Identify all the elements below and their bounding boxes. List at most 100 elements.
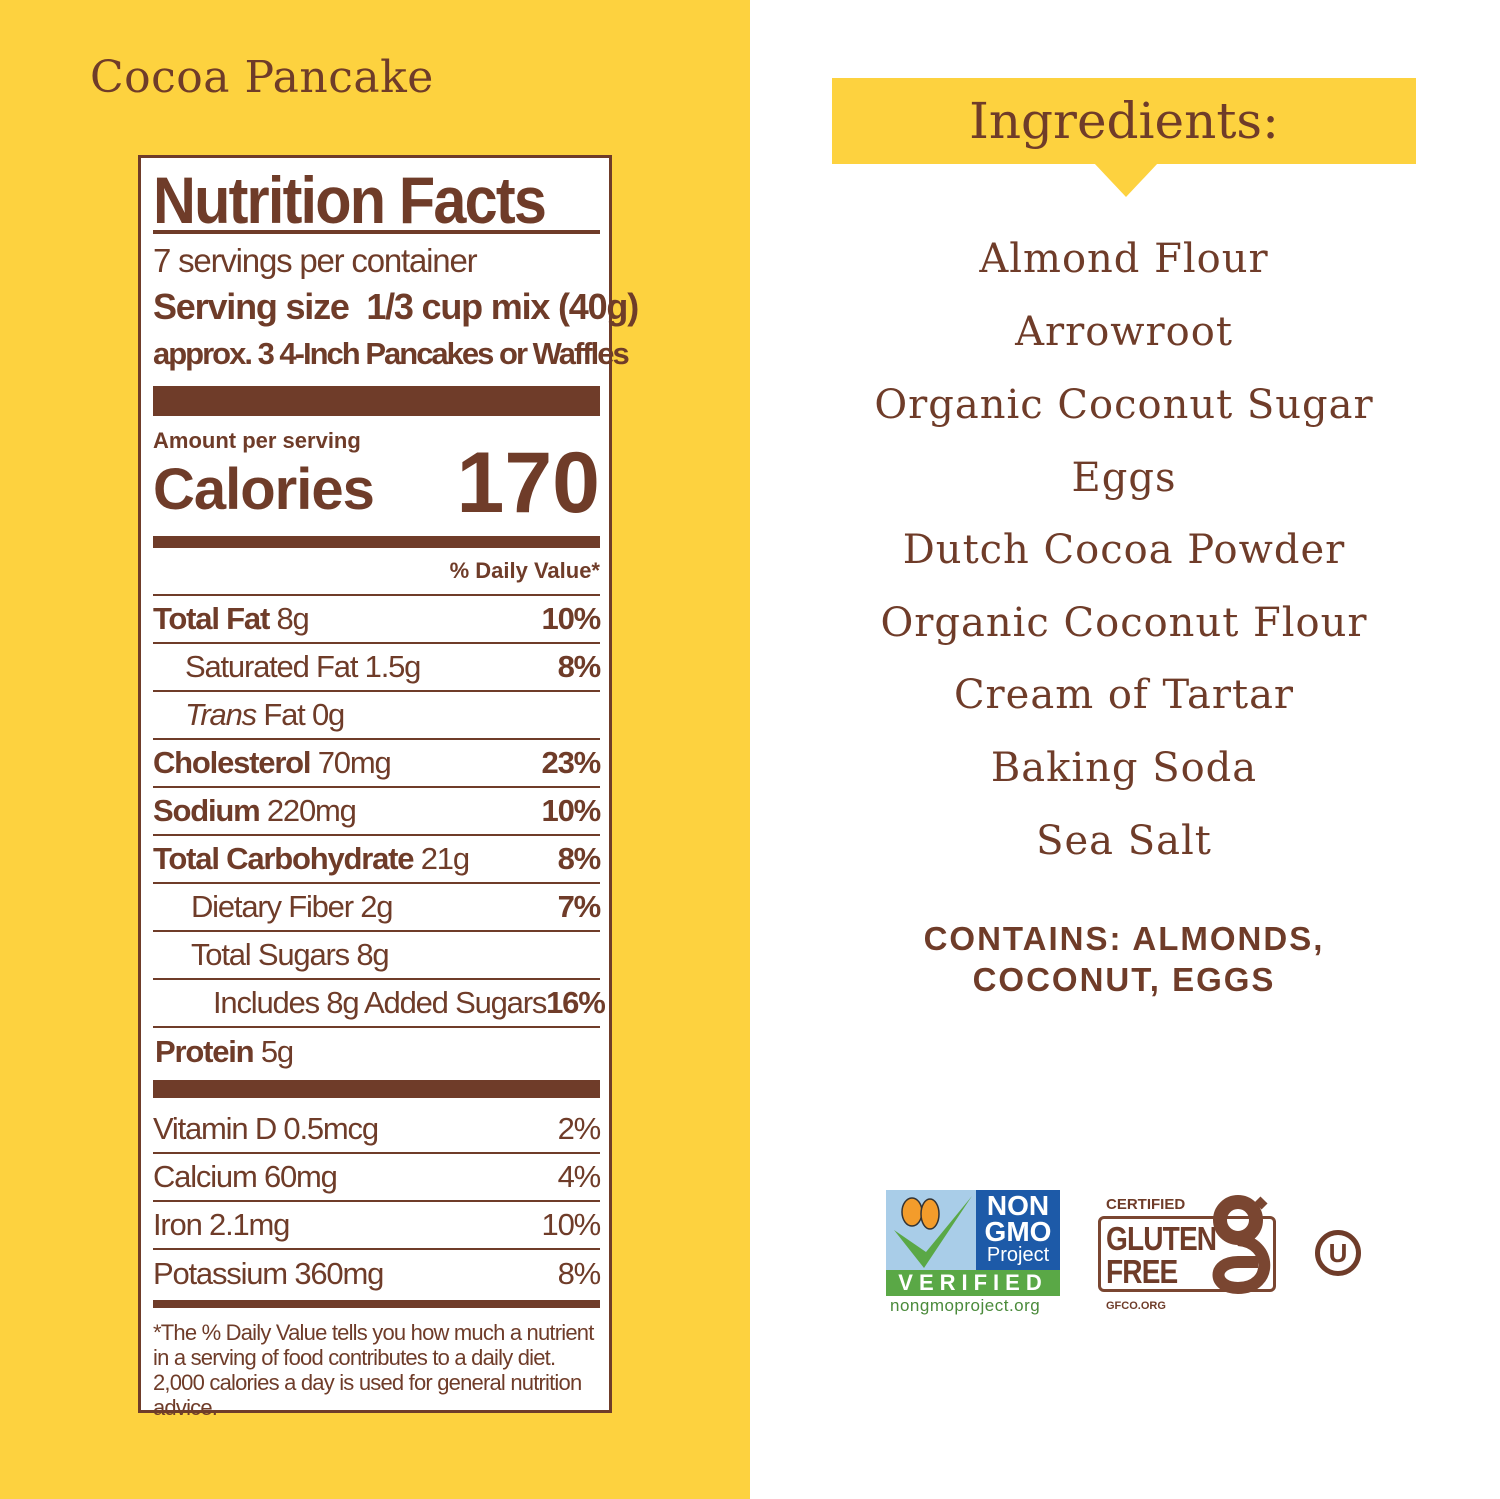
nutrient-amount: 5g <box>260 1034 294 1069</box>
butterfly-checkmark-icon <box>894 1196 972 1268</box>
vitamin-name: Iron 2.1mg <box>153 1207 290 1242</box>
thick-divider <box>153 536 600 548</box>
vitamin-dv: 2% <box>557 1111 602 1146</box>
nutrient-name: Cholesterol <box>153 745 312 780</box>
logo-text: NON GMO Project <box>976 1190 1060 1270</box>
ingredients-title: Ingredients: <box>832 78 1416 164</box>
ingredient-item: Arrowroot <box>1015 309 1233 355</box>
nutrient-dv: 23% <box>541 745 602 780</box>
vitamin-dv: 8% <box>557 1256 602 1291</box>
non-gmo-verified-logo: NON GMO Project VERIFIED <box>886 1190 1060 1296</box>
vitamin-dv: 10% <box>541 1207 602 1242</box>
ingredient-item: Organic Coconut Flour <box>880 600 1368 646</box>
nutrient-name: Total Sugars <box>191 937 350 972</box>
ingredient-item: Eggs <box>1071 455 1177 501</box>
logo-line: GMO <box>984 1216 1052 1247</box>
nutrient-amount: 21g <box>420 841 470 876</box>
nutrient-dv: 8% <box>557 841 602 876</box>
g-emblem-icon <box>1212 1195 1271 1295</box>
thick-divider <box>153 1300 600 1308</box>
certified-text: CERTIFIED <box>1106 1196 1186 1213</box>
footnote: *The % Daily Value tells you how much a … <box>153 1320 594 1420</box>
nutrient-dv: 10% <box>541 793 602 828</box>
divider <box>153 594 600 596</box>
ingredient-item: Dutch Cocoa Powder <box>902 527 1346 573</box>
calories-label: Calories <box>153 457 375 522</box>
nutrient-row-total-fat: Total Fat 8g 10% <box>153 596 602 644</box>
yellow-panel: Cocoa Pancake Nutrition Facts 7 servings… <box>0 0 750 1499</box>
ingredient-item: Sea Salt <box>1036 818 1212 864</box>
vitamin-name: Calcium 60mg <box>153 1159 338 1194</box>
calories-value: 170 <box>456 435 601 531</box>
amount-per-serving: Amount per serving <box>153 428 361 453</box>
gluten-free-logo: CERTIFIED GLUTEN FREE <box>1096 1192 1282 1300</box>
daily-value-header: % Daily Value* <box>449 558 600 583</box>
logo-sky <box>886 1190 976 1270</box>
ingredient-item: Organic Coconut Sugar <box>874 382 1374 428</box>
product-name: Cocoa Pancake <box>90 52 434 103</box>
nutrient-dv: 16% <box>546 985 606 1020</box>
verified-text: VERIFIED <box>886 1270 1060 1296</box>
nutrient-amount: 8g <box>356 937 389 972</box>
nutrition-facts-label: Nutrition Facts 7 servings per container… <box>138 155 639 1420</box>
vitamin-row: Potassium 360mg 8% <box>153 1250 602 1298</box>
nutrient-name: Total Fat <box>153 601 270 636</box>
nutrient-name: Includes 8g Added Sugars <box>213 985 547 1020</box>
ingredient-item: Cream of Tartar <box>953 672 1295 718</box>
nutrient-amount: 220mg <box>266 793 357 828</box>
nutrient-name: Saturated Fat <box>185 649 358 684</box>
nutrient-dv: 10% <box>541 601 602 636</box>
serving-note: approx. 3 4-Inch Pancakes or Waffles <box>153 336 630 371</box>
ingredient-item: Baking Soda <box>990 745 1258 791</box>
logo-line: Project <box>986 1244 1050 1266</box>
logo-line: FREE <box>1106 1253 1178 1290</box>
vitamin-name: Vitamin D 0.5mcg <box>153 1111 379 1146</box>
nutrient-amount: Fat 0g <box>263 697 345 732</box>
nutrient-dv: 8% <box>557 649 602 684</box>
nutrient-amount: 8g <box>276 601 309 636</box>
vitamin-name: Potassium 360mg <box>153 1256 384 1291</box>
vitamin-row: Calcium 60mg 4% <box>153 1154 602 1202</box>
logo-frame <box>1098 1216 1276 1292</box>
nutrient-amount: 2g <box>360 889 393 924</box>
divider <box>153 230 600 234</box>
thick-divider <box>153 386 600 416</box>
nutrient-row-dietary-fiber: Dietary Fiber 2g 7% <box>153 884 602 932</box>
nutrient-row-sodium: Sodium 220mg 10% <box>153 788 602 836</box>
nutrient-amount: 1.5g <box>364 649 422 684</box>
nutrient-name: Dietary Fiber <box>191 889 354 924</box>
nutrient-name: Total Carbohydrate <box>153 841 415 876</box>
kosher-symbol: U <box>1315 1230 1361 1276</box>
nutrient-dv: 7% <box>557 889 602 924</box>
logo-line: NON <box>986 1190 1050 1221</box>
nutrient-name: Protein <box>155 1034 255 1069</box>
nutrient-row-total-sugars: Total Sugars 8g <box>153 932 600 980</box>
nutrient-row-saturated-fat: Saturated Fat 1.5g 8% <box>153 644 602 692</box>
nutrition-title: Nutrition Facts <box>153 163 547 237</box>
serving-size-label: Serving size <box>153 286 350 327</box>
banner-pointer <box>1094 163 1158 197</box>
ingredient-item: Almond Flour <box>979 236 1269 282</box>
gluten-free-text: GLUTEN FREE <box>1106 1220 1217 1290</box>
nutrient-row-cholesterol: Cholesterol 70mg 23% <box>153 740 602 788</box>
serving-size-value: 1/3 cup mix (40g) <box>366 286 639 327</box>
nutrient-name: Sodium <box>153 793 261 828</box>
allergen-statement: CONTAINS: ALMONDS, COCONUT, EGGS <box>832 918 1416 1000</box>
nutrient-name: Trans <box>185 697 257 732</box>
nutrient-row-trans-fat: Trans Fat 0g <box>153 692 600 740</box>
allergen-line: COCONUT, EGGS <box>972 961 1276 998</box>
serving-size: Serving size 1/3 cup mix (40g) <box>153 286 639 328</box>
gluten-free-url: GFCO.ORG <box>1106 1300 1166 1312</box>
nutrient-row-protein: Protein 5g <box>153 1028 600 1076</box>
thick-divider <box>153 1080 600 1098</box>
nutrient-amount: 70mg <box>317 745 392 780</box>
nutrient-row-added-sugars: Includes 8g Added Sugars 16% <box>153 980 606 1028</box>
allergen-line: CONTAINS: ALMONDS, <box>923 920 1325 957</box>
vitamin-dv: 4% <box>557 1159 602 1194</box>
logo-line: GLUTEN <box>1106 1220 1217 1257</box>
servings: 7 servings per container <box>153 242 478 279</box>
vitamin-row: Iron 2.1mg 10% <box>153 1202 602 1250</box>
vitamin-row: Vitamin D 0.5mcg 2% <box>153 1106 602 1154</box>
non-gmo-url: nongmoproject.org <box>890 1296 1041 1315</box>
nutrient-row-total-carbohydrate: Total Carbohydrate 21g 8% <box>153 836 602 884</box>
